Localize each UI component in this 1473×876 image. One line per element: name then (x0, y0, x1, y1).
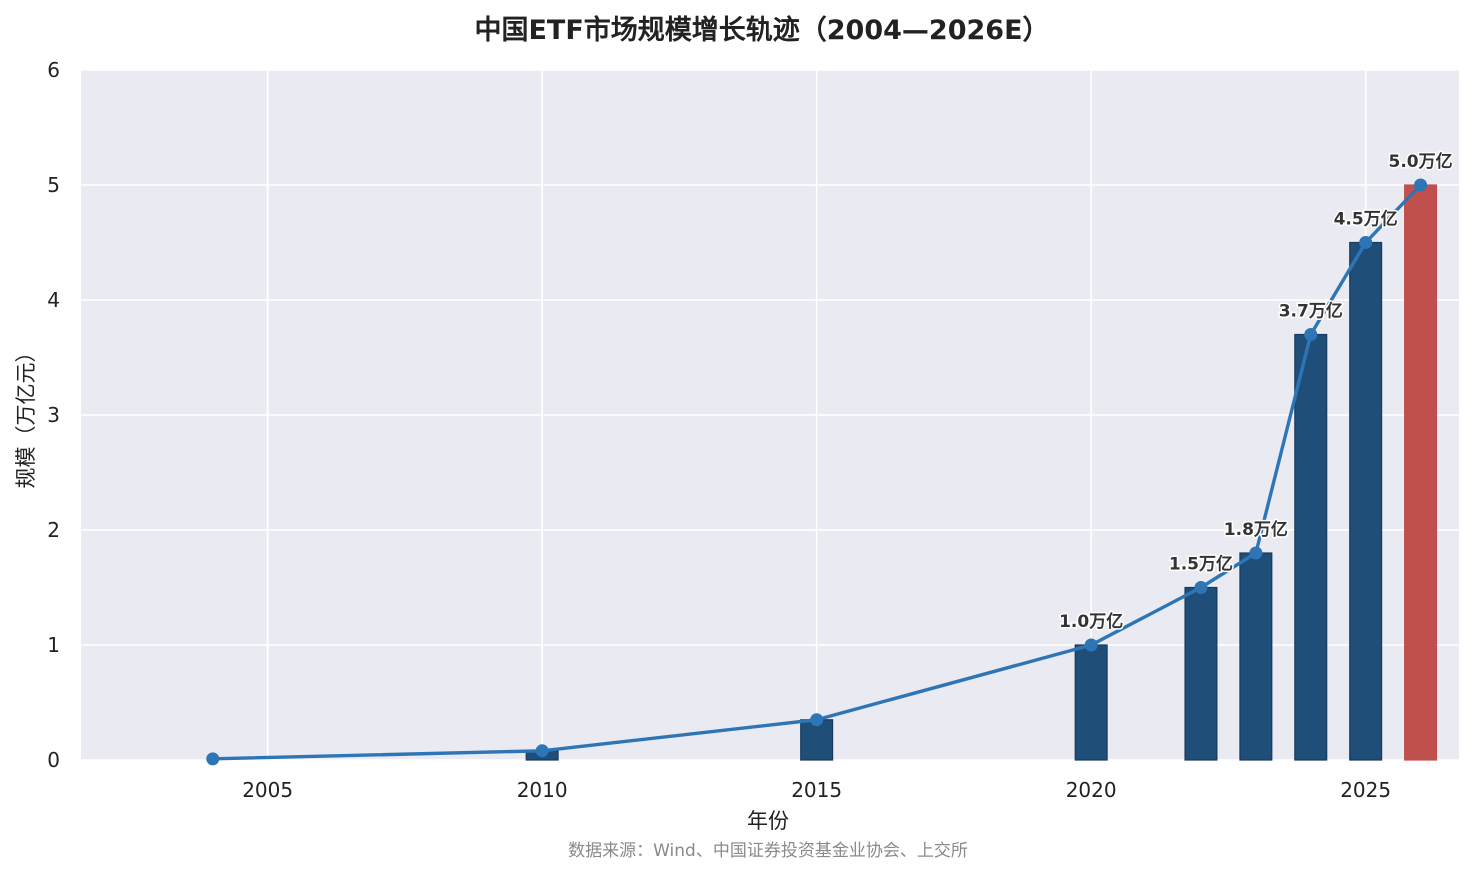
data-labels: 1.0万亿 1.5万亿 1.8万亿 3.7万亿 4.5万亿 5.0万亿 (1058, 150, 1455, 634)
y-tick-label: 3 (47, 403, 60, 427)
data-label: 1.8万亿 (1224, 519, 1288, 540)
x-tick-label: 2005 (242, 778, 293, 802)
bar (1239, 552, 1273, 761)
line-point (1194, 581, 1208, 594)
data-label: 4.5万亿 (1334, 209, 1398, 230)
y-tick-label: 2 (47, 518, 60, 542)
bar (1404, 184, 1438, 761)
data-label: 1.0万亿 (1059, 611, 1123, 632)
x-tick-label: 2010 (517, 778, 568, 802)
chart-title: 中国ETF市场规模增长轨迹（2004—2026E） (474, 14, 1049, 46)
data-label: 3.7万亿 (1279, 301, 1343, 322)
y-tick-label: 4 (47, 288, 60, 312)
line-point (206, 752, 220, 766)
data-label: 5.0万亿 (1389, 151, 1453, 172)
data-label: 1.5万亿 (1169, 554, 1233, 575)
y-axis-label: 规模（万亿元） (14, 342, 38, 489)
bar (1184, 586, 1218, 761)
line-point (1084, 638, 1098, 652)
axis-ticks: 0 1 2 3 4 5 6 2005 2010 2015 2020 2025 (47, 58, 1391, 802)
x-tick-label: 2015 (791, 778, 842, 802)
x-axis-label: 年份 (747, 809, 789, 833)
y-tick-label: 1 (47, 633, 60, 657)
x-tick-label: 2025 (1340, 778, 1391, 802)
trend-line (206, 178, 1428, 766)
bar (1074, 644, 1108, 761)
line-point (1304, 328, 1318, 341)
line-point (1249, 546, 1263, 560)
line-point (1359, 236, 1373, 249)
y-tick-label: 6 (47, 58, 60, 82)
bar (1294, 333, 1328, 761)
bar (1349, 241, 1383, 761)
y-tick-label: 0 (47, 748, 60, 772)
x-tick-label: 2020 (1066, 778, 1117, 802)
bar (800, 719, 834, 761)
y-tick-label: 5 (47, 173, 60, 197)
source-note: 数据来源：Wind、中国证券投资基金业协会、上交所 (568, 841, 968, 861)
line-point (810, 713, 824, 727)
line-point (1414, 178, 1428, 192)
line-point (535, 744, 549, 758)
